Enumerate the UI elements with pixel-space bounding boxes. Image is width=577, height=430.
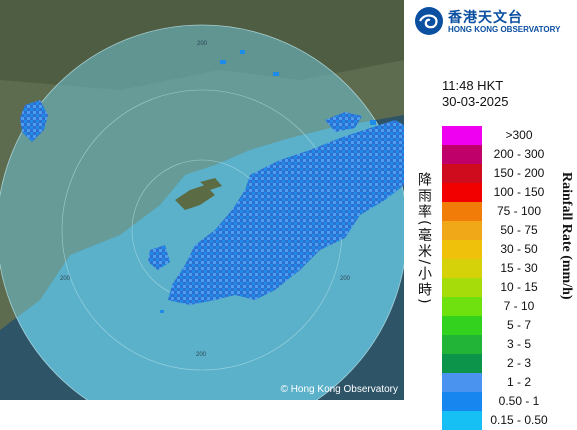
range-ring-label-west: 200 xyxy=(60,276,71,282)
legend-range-label: 1 - 2 xyxy=(506,375,531,389)
legend-row: 200 - 300 xyxy=(442,145,572,164)
legend-range-label: 5 - 7 xyxy=(506,318,531,332)
legend-swatch xyxy=(442,278,482,297)
legend-range-label: 10 - 15 xyxy=(500,280,538,294)
rain-band-main xyxy=(168,120,404,305)
observation-date: 30-03-2025 xyxy=(442,94,509,109)
legend-swatch xyxy=(442,183,482,202)
legend-swatch xyxy=(442,221,482,240)
legend-swatch xyxy=(442,259,482,278)
legend-range-label: 0.15 - 0.50 xyxy=(490,413,548,427)
legend-range-label: 75 - 100 xyxy=(496,204,542,218)
rain-pixel xyxy=(370,120,376,125)
radar-map-graphic xyxy=(0,0,404,400)
legend-row: 150 - 200 xyxy=(442,164,572,183)
legend-unit-english: Rainfall Rate (mm/h) xyxy=(559,172,574,300)
legend-swatch xyxy=(442,297,482,316)
range-ring-outer xyxy=(0,24,404,400)
legend-row: 100 - 150 xyxy=(442,183,572,202)
legend-row: 7 - 10 xyxy=(442,297,572,316)
legend-row: 3 - 5 xyxy=(442,335,572,354)
hko-logo: 香港天文台 HONG KONG OBSERVATORY xyxy=(414,6,574,36)
rain-pixel xyxy=(240,50,245,54)
hong-kong-island xyxy=(200,178,222,190)
observation-time: 11:48 HKT xyxy=(442,78,504,93)
legend-swatch xyxy=(442,354,482,373)
legend-range-label: >300 xyxy=(505,128,533,142)
legend-range-label: 30 - 50 xyxy=(500,242,538,256)
legend-row: 0.50 - 1 xyxy=(442,392,572,411)
copyright-text: © Hong Kong Observatory xyxy=(280,384,398,395)
rain-echoes xyxy=(20,100,404,305)
rain-echo-south-west xyxy=(148,245,170,270)
legend-range-label: 0.50 - 1 xyxy=(498,394,540,408)
lantau-island xyxy=(175,185,215,210)
legend-panel: 香港天文台 HONG KONG OBSERVATORY 11:48 HKT 30… xyxy=(404,0,577,430)
legend-unit-chinese: 降雨率(毫米/小時) xyxy=(416,172,432,306)
legend-row: 1 - 2 xyxy=(442,373,572,392)
rain-echo-north-east xyxy=(325,112,362,132)
legend-swatch xyxy=(442,392,482,411)
legend-row: 2 - 3 xyxy=(442,354,572,373)
legend-row: >300 xyxy=(442,126,572,145)
legend-swatch xyxy=(442,126,482,145)
legend-row: 75 - 100 xyxy=(442,202,572,221)
legend-range-label: 150 - 200 xyxy=(493,166,545,180)
legend-swatch xyxy=(442,316,482,335)
rain-echo-west xyxy=(20,100,48,142)
legend-row: 5 - 7 xyxy=(442,316,572,335)
logo-english-text: HONG KONG OBSERVATORY xyxy=(448,25,561,34)
rain-pixel xyxy=(220,60,226,64)
light-rain-pixels xyxy=(160,50,376,313)
legend-swatch xyxy=(442,240,482,259)
legend-range-label: 7 - 10 xyxy=(503,299,535,313)
legend-row: 15 - 30 xyxy=(442,259,572,278)
logo-chinese-text: 香港天文台 xyxy=(448,9,523,25)
rain-pixel xyxy=(160,310,164,313)
legend-swatch xyxy=(442,145,482,164)
legend-swatch xyxy=(442,373,482,392)
legend-range-label: 200 - 300 xyxy=(493,147,545,161)
legend-range-label: 3 - 5 xyxy=(506,337,531,351)
legend-swatch xyxy=(442,335,482,354)
radar-map: 200 200 200 200 © Hong Kong Observatory xyxy=(0,0,404,400)
legend-row: 10 - 15 xyxy=(442,278,572,297)
legend-row: 30 - 50 xyxy=(442,240,572,259)
legend-range-label: 2 - 3 xyxy=(506,356,531,370)
range-ring-label-south: 200 xyxy=(196,352,207,358)
hko-swirl-logo-icon xyxy=(415,7,443,35)
legend-range-label: 15 - 30 xyxy=(500,261,538,275)
legend-row: 50 - 75 xyxy=(442,221,572,240)
legend-range-label: 50 - 75 xyxy=(500,223,538,237)
legend-range-label: 100 - 150 xyxy=(493,185,545,199)
range-ring-label-east: 200 xyxy=(340,276,351,282)
range-ring-label-north: 200 xyxy=(197,41,208,47)
rain-pixel xyxy=(273,72,279,76)
legend-swatch xyxy=(442,164,482,183)
legend-row: 0.15 - 0.50 xyxy=(442,411,572,430)
legend-swatch xyxy=(442,202,482,221)
legend-swatch xyxy=(442,411,482,430)
